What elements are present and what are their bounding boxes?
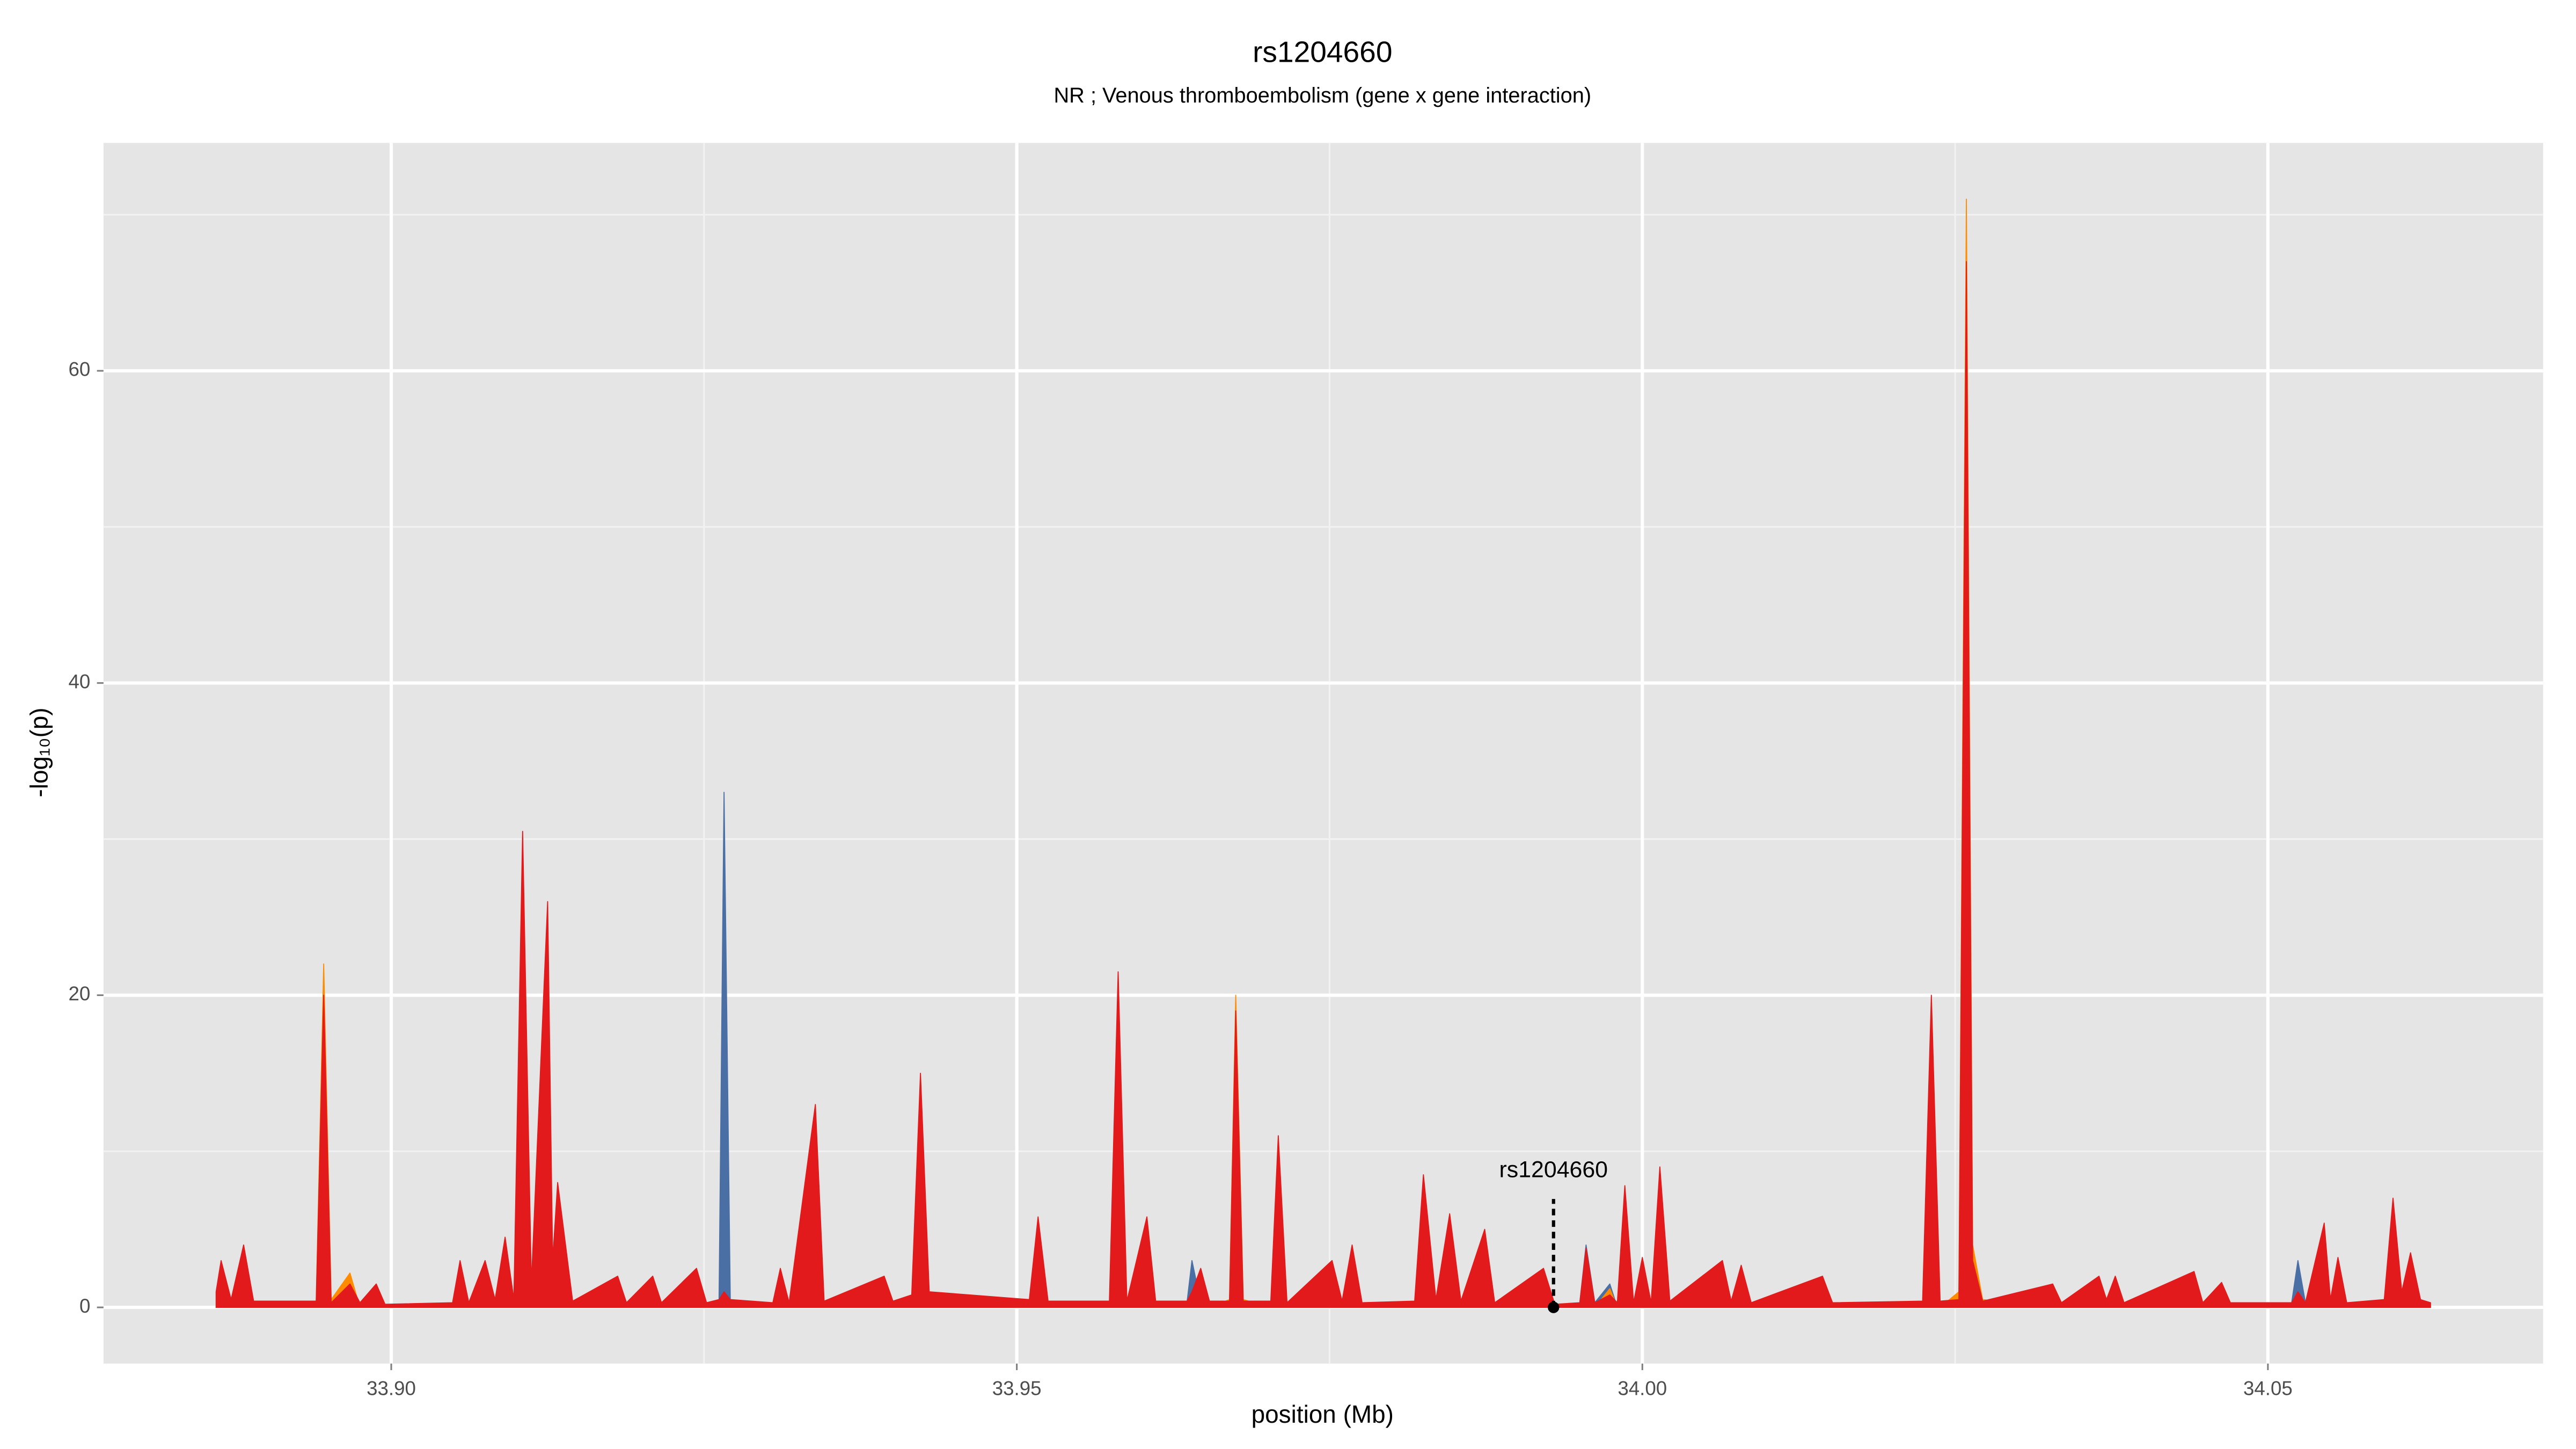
- x-tick-label: 33.90: [367, 1377, 416, 1399]
- ticks: 33.90 33.95 34.00 34.05 0 20 40 60: [69, 358, 2293, 1400]
- x-tick-label: 34.05: [2243, 1377, 2293, 1399]
- y-tick-label: 0: [79, 1295, 90, 1317]
- chart-title: rs1204660: [1253, 35, 1392, 69]
- chart-subtitle: NR ; Venous thromboembolism (gene x gene…: [1053, 84, 1591, 107]
- area: [215, 261, 2431, 1308]
- y-tick-label: 60: [69, 358, 91, 380]
- x-tick-label: 34.00: [1618, 1377, 1667, 1399]
- y-tick-label: 40: [69, 670, 91, 692]
- y-tick-label: 20: [69, 983, 91, 1005]
- x-tick-label: 33.95: [992, 1377, 1042, 1399]
- x-axis-title: position (Mb): [1252, 1400, 1394, 1428]
- annotation-label: rs1204660: [1499, 1157, 1608, 1182]
- annotation-point: [1548, 1301, 1560, 1313]
- plot-background: [103, 143, 2543, 1364]
- y-axis-title: -log₁₀(p): [25, 707, 53, 797]
